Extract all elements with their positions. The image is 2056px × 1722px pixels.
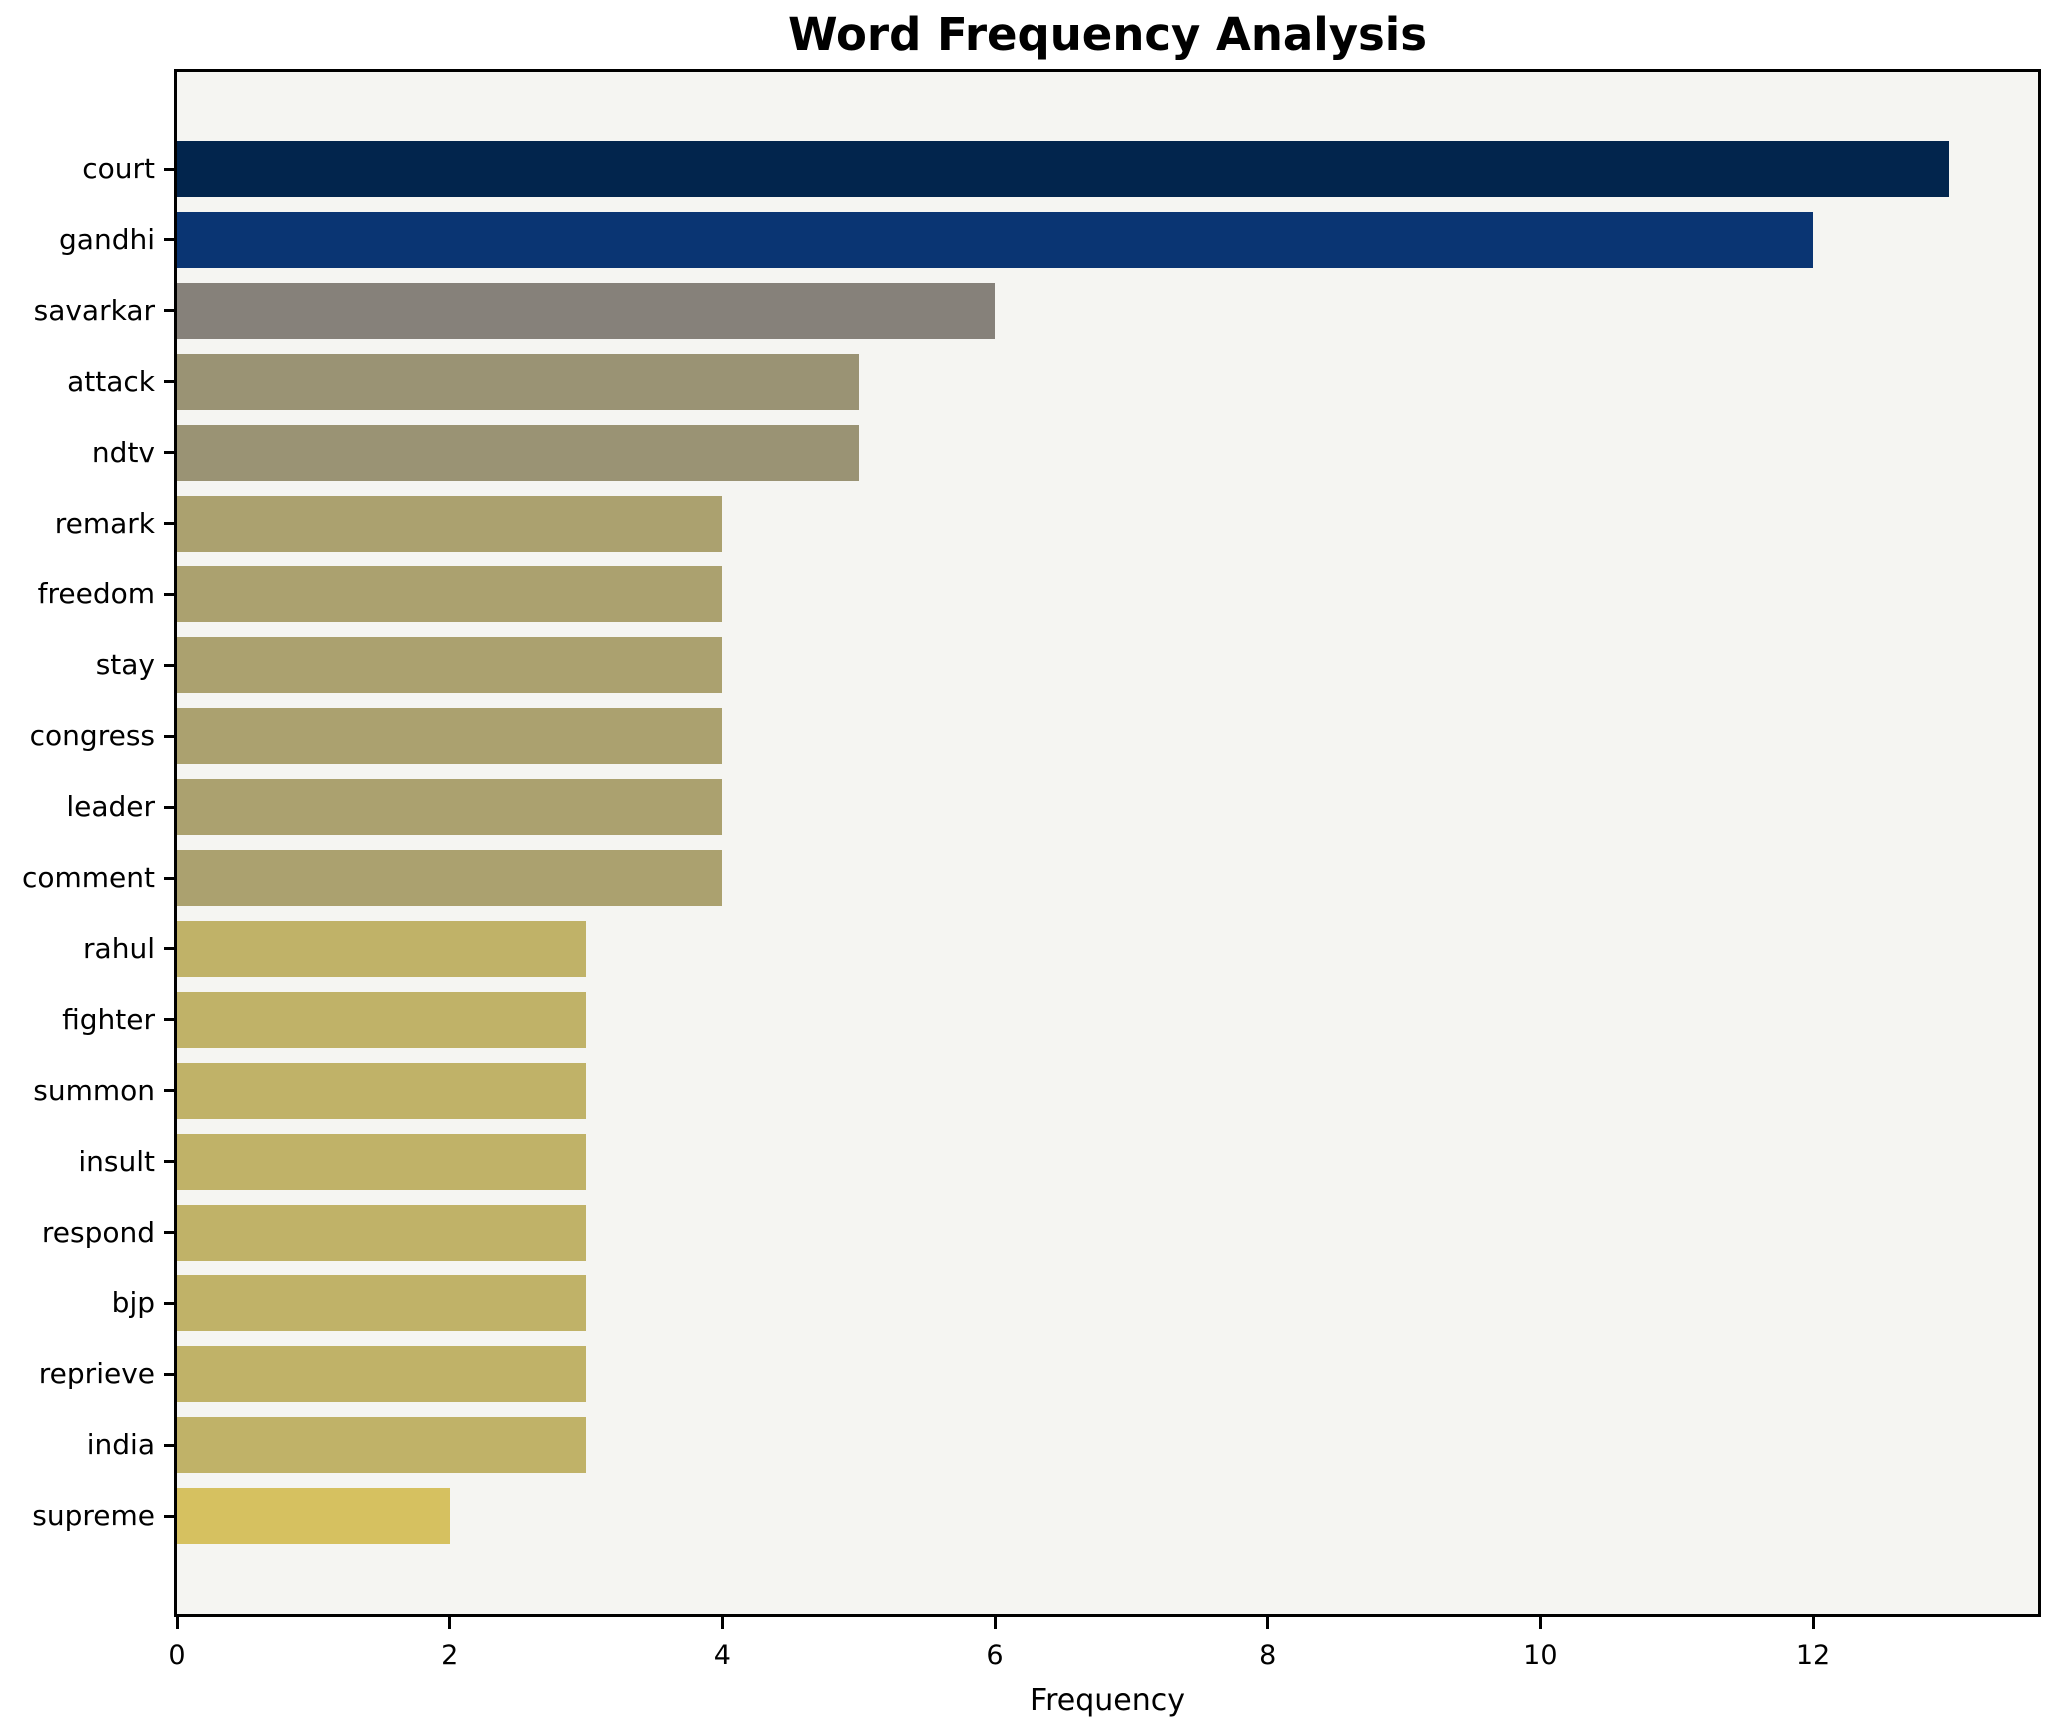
y-tick-label-summon: summon (33, 1073, 155, 1107)
y-tick-label-freedom: freedom (37, 577, 155, 611)
y-tick-label-remark: remark (54, 506, 155, 540)
y-tick-mark-supreme (164, 1514, 174, 1518)
bar-remark (177, 495, 723, 552)
chart-title: Word Frequency Analysis (787, 8, 1428, 61)
y-tick-mark-india (164, 1443, 174, 1447)
x-tick-mark-12 (1811, 1617, 1815, 1629)
y-tick-mark-savarkar (164, 309, 174, 313)
bar-stay (177, 637, 723, 694)
y-tick-label-bjp: bjp (111, 1286, 155, 1320)
bar-india (177, 1417, 586, 1474)
y-tick-label-ndtv: ndtv (91, 435, 155, 469)
y-tick-mark-leader (164, 805, 174, 809)
y-tick-label-insult: insult (78, 1144, 155, 1178)
y-tick-label-attack: attack (67, 364, 155, 398)
x-tick-mark-6 (993, 1617, 997, 1629)
x-tick-label-0: 0 (168, 1640, 186, 1671)
y-tick-label-savarkar: savarkar (33, 293, 155, 327)
y-tick-mark-gandhi (164, 238, 174, 242)
y-tick-label-supreme: supreme (32, 1499, 155, 1533)
bar-congress (177, 708, 723, 765)
y-tick-label-reprieve: reprieve (38, 1357, 155, 1391)
y-tick-mark-freedom (164, 592, 174, 596)
x-tick-label-4: 4 (713, 1640, 731, 1671)
x-tick-label-2: 2 (441, 1640, 459, 1671)
x-tick-label-12: 12 (1795, 1640, 1831, 1671)
bar-insult (177, 1133, 586, 1190)
x-tick-label-6: 6 (986, 1640, 1004, 1671)
x-tick-label-10: 10 (1523, 1640, 1558, 1671)
bar-freedom (177, 566, 723, 623)
y-tick-mark-summon (164, 1089, 174, 1093)
x-tick-mark-0 (175, 1617, 179, 1629)
y-tick-mark-respond (164, 1231, 174, 1234)
bar-fighter (177, 991, 586, 1048)
y-tick-label-leader: leader (66, 790, 155, 824)
y-tick-mark-comment (164, 876, 174, 880)
bar-leader (177, 779, 723, 836)
x-tick-mark-10 (1538, 1617, 1542, 1629)
bar-respond (177, 1204, 586, 1261)
y-tick-mark-ndtv (164, 451, 174, 455)
bar-attack (177, 353, 859, 410)
y-tick-label-fighter: fighter (62, 1002, 155, 1036)
x-tick-mark-4 (720, 1617, 724, 1629)
y-tick-label-respond: respond (41, 1215, 155, 1249)
bar-ndtv (177, 424, 859, 481)
y-tick-label-court: court (82, 152, 155, 185)
bar-bjp (177, 1275, 586, 1332)
y-tick-label-india: india (86, 1428, 155, 1462)
y-tick-mark-reprieve (164, 1372, 174, 1376)
bar-reprieve (177, 1346, 586, 1403)
y-tick-mark-insult (164, 1160, 174, 1164)
y-tick-mark-stay (164, 663, 174, 667)
y-tick-label-gandhi: gandhi (59, 222, 155, 256)
y-tick-mark-court (164, 167, 174, 171)
y-tick-label-comment: comment (21, 861, 155, 894)
y-tick-label-stay: stay (95, 648, 155, 682)
x-tick-label-8: 8 (1259, 1640, 1277, 1671)
bar-comment (177, 850, 723, 906)
bar-rahul (177, 920, 586, 977)
bar-savarkar (177, 282, 996, 339)
y-tick-mark-bjp (164, 1301, 174, 1305)
bar-supreme (177, 1488, 450, 1545)
y-tick-label-congress: congress (29, 719, 155, 753)
y-tick-label-rahul: rahul (83, 931, 155, 965)
y-tick-mark-attack (164, 380, 174, 384)
y-tick-mark-congress (164, 734, 174, 738)
x-axis-label: Frequency (1030, 1683, 1185, 1718)
y-tick-mark-rahul (164, 947, 174, 951)
x-tick-mark-2 (448, 1617, 452, 1629)
y-tick-mark-remark (164, 522, 174, 525)
bar-court (177, 141, 1950, 197)
x-tick-mark-8 (1266, 1617, 1270, 1629)
bar-gandhi (177, 211, 1814, 268)
bar-summon (177, 1062, 586, 1119)
y-tick-mark-fighter (164, 1018, 174, 1022)
